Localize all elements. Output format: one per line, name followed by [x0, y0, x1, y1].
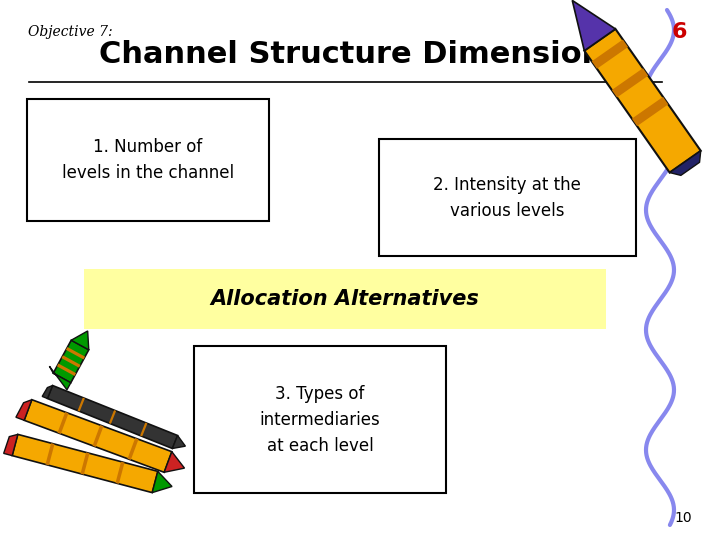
Text: Objective 7:: Objective 7: — [28, 25, 112, 39]
FancyBboxPatch shape — [194, 346, 446, 493]
Text: Channel Structure Dimensions: Channel Structure Dimensions — [99, 40, 621, 69]
Text: 6: 6 — [672, 22, 688, 42]
Polygon shape — [42, 386, 53, 399]
Text: 1. Number of
levels in the channel: 1. Number of levels in the channel — [62, 138, 234, 182]
Polygon shape — [16, 400, 32, 420]
Polygon shape — [612, 68, 648, 97]
Text: Allocation Alternatives: Allocation Alternatives — [211, 289, 480, 309]
Polygon shape — [115, 462, 125, 484]
Polygon shape — [53, 340, 89, 383]
Polygon shape — [172, 435, 185, 449]
Polygon shape — [58, 412, 68, 434]
FancyBboxPatch shape — [27, 99, 269, 221]
FancyBboxPatch shape — [84, 269, 606, 329]
Polygon shape — [12, 434, 158, 492]
Polygon shape — [50, 366, 71, 390]
Polygon shape — [572, 1, 616, 51]
Polygon shape — [45, 443, 55, 465]
Text: 10: 10 — [675, 511, 692, 525]
Polygon shape — [632, 97, 668, 126]
FancyBboxPatch shape — [379, 139, 636, 256]
Polygon shape — [592, 39, 628, 69]
Polygon shape — [71, 331, 89, 350]
Text: 3. Types of
intermediaries
at each level: 3. Types of intermediaries at each level — [260, 384, 380, 455]
Polygon shape — [109, 410, 116, 424]
Polygon shape — [140, 423, 148, 436]
Polygon shape — [61, 355, 81, 368]
Polygon shape — [93, 425, 104, 447]
Text: 2. Intensity at the
various levels: 2. Intensity at the various levels — [433, 176, 581, 220]
Polygon shape — [152, 471, 172, 492]
Polygon shape — [57, 363, 76, 376]
Polygon shape — [24, 400, 172, 472]
Polygon shape — [670, 151, 701, 176]
Polygon shape — [4, 434, 18, 456]
Polygon shape — [78, 397, 85, 411]
Polygon shape — [585, 29, 701, 173]
Polygon shape — [66, 347, 85, 360]
Polygon shape — [48, 386, 178, 449]
Polygon shape — [164, 451, 184, 472]
Polygon shape — [127, 438, 138, 460]
Polygon shape — [81, 453, 89, 475]
